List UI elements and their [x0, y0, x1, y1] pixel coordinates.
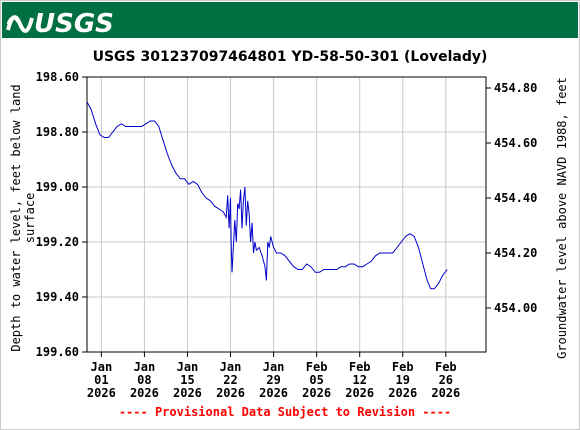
- left-axis-label: Depth to water level, feet below landsur…: [9, 84, 37, 351]
- x-tick-label: Feb: [306, 360, 328, 374]
- right-tick-label: 454.60: [494, 136, 537, 150]
- x-tick-label: 2026: [431, 386, 460, 400]
- x-tick-label: 08: [137, 373, 151, 387]
- x-tick-label: 2026: [345, 386, 374, 400]
- right-tick-label: 454.20: [494, 246, 537, 260]
- left-tick-label: 198.80: [36, 125, 79, 139]
- right-tick-label: 454.40: [494, 191, 537, 205]
- grid-lines: [87, 76, 486, 353]
- x-tick-label: Jan: [134, 360, 156, 374]
- x-tick-label: 2026: [216, 386, 245, 400]
- x-tick-label: Jan: [177, 360, 199, 374]
- x-tick-label: 2026: [130, 386, 159, 400]
- x-tick-label: 15: [180, 373, 194, 387]
- left-tick-label: 199.60: [36, 345, 79, 359]
- right-axis-label: Groundwater level above NAVD 1988, feet: [555, 77, 569, 359]
- right-axis-ticks: 454.80 454.60 454.40 454.20 454.00: [486, 81, 537, 315]
- x-tick-label: Feb: [349, 360, 371, 374]
- right-tick-label: 454.00: [494, 301, 537, 315]
- x-tick-label: Jan: [91, 360, 113, 374]
- usgs-logo-text: USGS: [34, 9, 114, 38]
- x-tick-label: 19: [396, 373, 410, 387]
- usgs-wave-icon: [6, 15, 34, 33]
- x-tick-label: Jan: [220, 360, 242, 374]
- water-level-series-line: [86, 101, 448, 290]
- x-tick-label: Feb: [392, 360, 414, 374]
- left-tick-label: 198.60: [36, 70, 79, 84]
- x-tick-label: 29: [266, 373, 280, 387]
- left-tick-label: 199.40: [36, 290, 79, 304]
- x-tick-label: 2026: [173, 386, 202, 400]
- left-tick-label: 199.20: [36, 235, 79, 249]
- provisional-data-note: ---- Provisional Data Subject to Revisio…: [119, 405, 451, 419]
- x-tick-label: 22: [223, 373, 237, 387]
- plot-area-border: [86, 76, 487, 353]
- x-tick-label: 05: [309, 373, 323, 387]
- x-tick-label: Jan: [263, 360, 285, 374]
- x-tick-label: 2026: [388, 386, 417, 400]
- x-tick-label: 01: [94, 373, 108, 387]
- left-tick-label: 199.00: [36, 180, 79, 194]
- x-tick-label: 2026: [259, 386, 288, 400]
- x-axis-ticks: Jan012026Jan082026Jan152026Jan222026Jan2…: [87, 352, 460, 400]
- x-tick-label: 2026: [87, 386, 116, 400]
- x-tick-label: 2026: [302, 386, 331, 400]
- chart-title: USGS 301237097464801 YD-58-50-301 (Lovel…: [93, 49, 488, 65]
- x-tick-label: 26: [439, 373, 453, 387]
- x-tick-label: 12: [352, 373, 366, 387]
- usgs-logo[interactable]: USGS: [6, 4, 116, 38]
- left-axis-ticks: 198.60 198.80 199.00 199.20 199.40 199.60: [36, 70, 87, 359]
- right-tick-label: 454.80: [494, 81, 537, 95]
- x-tick-label: Feb: [435, 360, 457, 374]
- usgs-header-bar: USGS: [2, 2, 578, 38]
